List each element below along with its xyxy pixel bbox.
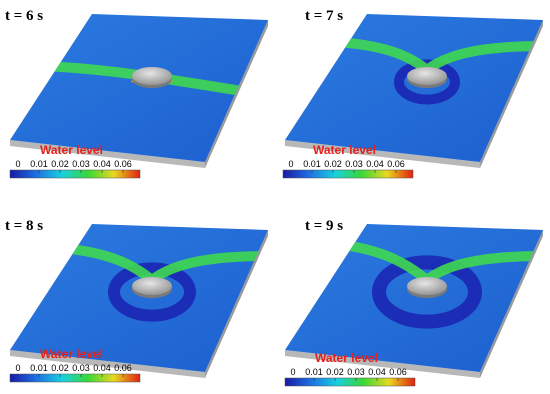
colorbar-tick-label: 0.04 [368, 367, 386, 377]
colorbar-tick-label: 0.03 [72, 159, 90, 169]
colorbar [9, 373, 141, 383]
plate-side [480, 230, 543, 378]
colorbar-tick-label: 0.03 [345, 159, 363, 169]
colorbar-tick-label: 0 [15, 363, 20, 373]
colorbar-tick-label: 0.01 [30, 363, 48, 373]
colorbar-tick-label: 0.06 [114, 363, 132, 373]
panel: t = 6 s Water level 0 0.01 0.02 0.03 0.04 0.06 [5, 8, 268, 179]
legend-title: Water level [313, 143, 376, 157]
obstacle [132, 277, 172, 295]
colorbar-tick-label: 0.06 [387, 159, 405, 169]
plate-side [205, 230, 268, 378]
time-label: t = 6 s [5, 8, 43, 24]
legend-title: Water level [40, 347, 103, 361]
colorbar-tick-label: 0 [290, 367, 295, 377]
colorbar-tick-label: 0.02 [51, 363, 69, 373]
obstacle [132, 67, 172, 85]
plate-side [10, 350, 205, 378]
colorbar-tick-label: 0.06 [389, 367, 407, 377]
colorbar-tick-label: 0.04 [366, 159, 384, 169]
colorbar-tick-label: 0 [288, 159, 293, 169]
colorbar-tick-label: 0.04 [93, 159, 111, 169]
panel: t = 7 s Water level 0 0.01 0.02 0.03 0.04 0.06 [282, 8, 543, 179]
panel: t = 8 s Water level 0 0.01 0.02 0.03 0.04 0.06 [5, 218, 268, 383]
plate-side [285, 350, 480, 378]
colorbar-tick-label: 0.03 [347, 367, 365, 377]
plate [10, 14, 268, 162]
colorbar-tick-label: 0.02 [326, 367, 344, 377]
plate-side [205, 20, 268, 168]
colorbar-tick-label: 0.04 [93, 363, 111, 373]
colorbar [282, 169, 414, 179]
obstacle [407, 67, 447, 85]
legend-title: Water level [40, 143, 103, 157]
plate [285, 224, 543, 372]
colorbar [284, 377, 416, 387]
trough-ring [372, 255, 482, 329]
colorbar-tick-label: 0.02 [51, 159, 69, 169]
plate-side [10, 140, 205, 168]
obstacle [407, 277, 447, 295]
colorbar-tick-label: 0.06 [114, 159, 132, 169]
colorbar-tick-label: 0.01 [305, 367, 323, 377]
wave-band [39, 61, 261, 99]
time-label: t = 9 s [305, 218, 343, 234]
time-label: t = 8 s [5, 218, 43, 234]
colorbar-tick-label: 0.02 [324, 159, 342, 169]
plate [285, 14, 543, 162]
legend-title: Water level [315, 351, 378, 365]
colorbar-tick-label: 0.01 [30, 159, 48, 169]
colorbar-tick-label: 0.03 [72, 363, 90, 373]
panel: t = 9 s Water level 0 0.01 0.02 0.03 0.04 0.06 [284, 218, 543, 387]
colorbar [9, 169, 141, 179]
plate-side [480, 20, 543, 168]
colorbar-tick-label: 0.01 [303, 159, 321, 169]
plate-side [285, 140, 480, 168]
time-label: t = 7 s [305, 8, 343, 24]
colorbar-tick-label: 0 [15, 159, 20, 169]
trough-ring [108, 262, 196, 322]
